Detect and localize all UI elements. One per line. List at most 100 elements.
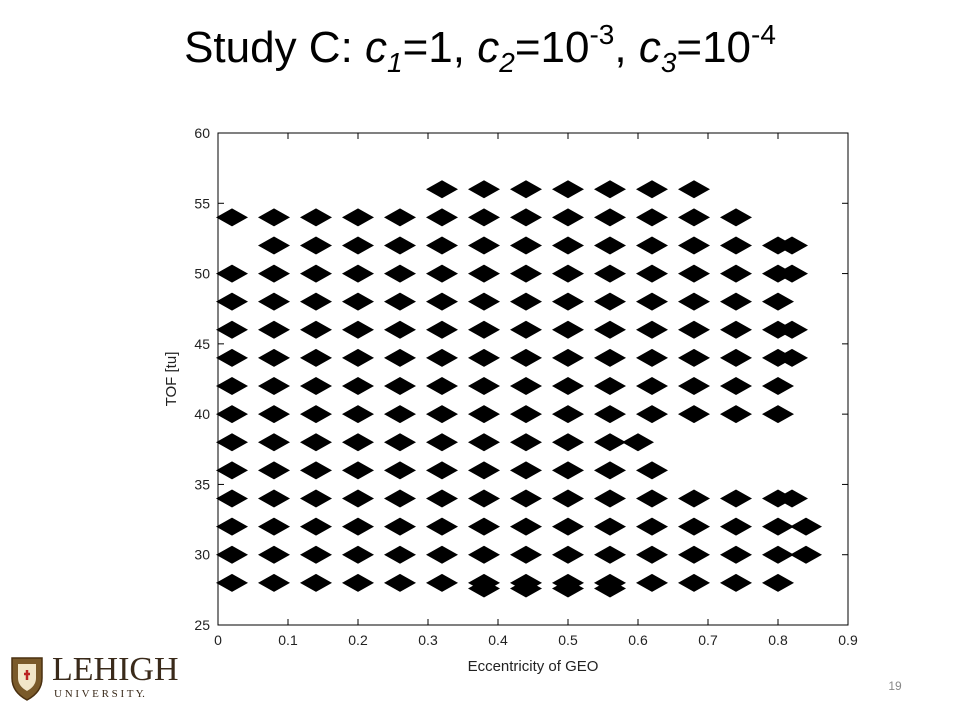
scatter-point xyxy=(762,292,794,311)
scatter-point xyxy=(678,489,710,508)
scatter-point xyxy=(468,292,500,311)
scatter-point xyxy=(468,579,500,598)
chart: 0 0.1 0.2 0.3 0.4 0.5 0.6 0.7 0.8 0.9 25 30 35 40 45 50… xyxy=(163,125,858,675)
scatter-point xyxy=(300,348,332,367)
title-part: c xyxy=(639,23,661,72)
title-part: 3 xyxy=(661,47,677,78)
x-tick-label: 0.6 xyxy=(628,632,648,648)
scatter-point xyxy=(426,208,458,227)
scatter-point xyxy=(384,573,416,592)
scatter-point xyxy=(216,489,248,508)
title-part: Study C: xyxy=(184,23,365,72)
scatter-point xyxy=(342,264,374,283)
scatter-point xyxy=(468,405,500,424)
slide-title: Study C: c1=1, c2=10-3, c3=10-4 xyxy=(184,19,776,78)
scatter-point xyxy=(594,433,626,452)
scatter-point xyxy=(720,517,752,536)
y-tick-label: 25 xyxy=(194,617,210,633)
scatter-point xyxy=(510,489,542,508)
scatter-point xyxy=(762,573,794,592)
scatter-point xyxy=(720,405,752,424)
scatter-point xyxy=(552,433,584,452)
scatter-point xyxy=(342,545,374,564)
scatter-point xyxy=(636,377,668,396)
scatter-point xyxy=(776,264,808,283)
scatter-point xyxy=(678,573,710,592)
scatter-point xyxy=(468,545,500,564)
scatter-point xyxy=(776,348,808,367)
scatter-point xyxy=(384,545,416,564)
y-tick-label: 30 xyxy=(194,547,210,563)
scatter-point xyxy=(426,461,458,480)
x-tick-label: 0.3 xyxy=(418,632,438,648)
scatter-point xyxy=(342,489,374,508)
scatter-point xyxy=(258,405,290,424)
scatter-point xyxy=(636,545,668,564)
scatter-point xyxy=(342,573,374,592)
scatter-point xyxy=(594,579,626,598)
scatter-point xyxy=(216,545,248,564)
scatter-point xyxy=(342,236,374,255)
scatter-point xyxy=(594,461,626,480)
scatter-point xyxy=(258,461,290,480)
scatter-point xyxy=(426,377,458,396)
scatter-point xyxy=(384,489,416,508)
scatter-point xyxy=(552,489,584,508)
scatter-point xyxy=(384,461,416,480)
scatter-point xyxy=(258,208,290,227)
x-tick-label: 0.4 xyxy=(488,632,508,648)
x-axis-label: Eccentricity of GEO xyxy=(468,658,599,675)
scatter-point xyxy=(678,236,710,255)
scatter-point xyxy=(258,377,290,396)
scatter-point xyxy=(594,292,626,311)
scatter-point xyxy=(510,545,542,564)
scatter-point xyxy=(342,517,374,536)
scatter-point xyxy=(384,292,416,311)
scatter-point xyxy=(720,236,752,255)
y-axis-label: TOF [tu] xyxy=(163,352,180,407)
scatter-point xyxy=(426,545,458,564)
scatter-point xyxy=(342,377,374,396)
scatter-point xyxy=(426,320,458,339)
scatter-point xyxy=(216,517,248,536)
scatter-point xyxy=(384,405,416,424)
scatter-point xyxy=(762,545,794,564)
plot-frame xyxy=(217,132,849,626)
scatter-point xyxy=(636,573,668,592)
scatter-point xyxy=(300,236,332,255)
scatter-point xyxy=(216,208,248,227)
scatter-point xyxy=(468,264,500,283)
scatter-point xyxy=(594,517,626,536)
scatter-point xyxy=(594,180,626,199)
scatter-point xyxy=(384,320,416,339)
scatter-point xyxy=(622,433,654,452)
scatter-point xyxy=(510,579,542,598)
scatter-point xyxy=(510,405,542,424)
scatter-point xyxy=(342,348,374,367)
scatter-point xyxy=(790,517,822,536)
scatter-point xyxy=(510,377,542,396)
scatter-point xyxy=(384,377,416,396)
scatter-point xyxy=(552,236,584,255)
x-tick-label: 0.2 xyxy=(348,632,368,648)
title-part: c xyxy=(477,23,499,72)
scatter-point xyxy=(552,545,584,564)
scatter-point xyxy=(552,461,584,480)
scatter-point xyxy=(594,377,626,396)
scatter-point xyxy=(552,405,584,424)
scatter-point xyxy=(300,405,332,424)
scatter-point xyxy=(384,348,416,367)
scatter-point xyxy=(594,545,626,564)
scatter-point xyxy=(426,517,458,536)
title-part: c xyxy=(365,23,387,72)
scatter-point xyxy=(342,208,374,227)
scatter-point xyxy=(720,489,752,508)
scatter-point xyxy=(468,461,500,480)
scatter-point xyxy=(258,573,290,592)
scatter-point xyxy=(300,292,332,311)
scatter-point xyxy=(636,517,668,536)
y-tick-label: 60 xyxy=(194,125,210,141)
scatter-point xyxy=(426,405,458,424)
scatter-point xyxy=(678,264,710,283)
scatter-point xyxy=(636,320,668,339)
